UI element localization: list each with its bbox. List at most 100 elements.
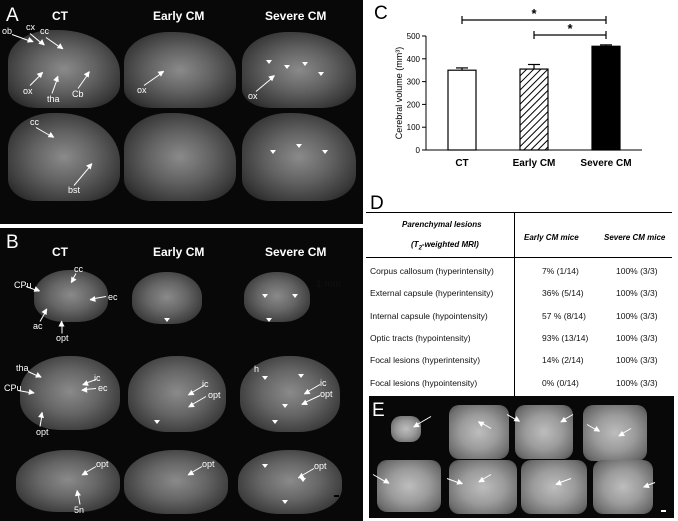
mri-coronal-early-3: [124, 450, 228, 514]
header-lesions: Parenchymal lesions: [402, 220, 482, 229]
y-tick-label: 400: [407, 55, 421, 64]
mri-coronal-severe-3: [238, 450, 342, 514]
significance-label: *: [531, 6, 537, 21]
x-tick-label: Severe CM: [580, 158, 631, 169]
chart-axes: 0 100 200 300 400 500 CT Early CM Severe CM: [407, 32, 642, 169]
label-ic: ic: [94, 373, 101, 383]
bar: [591, 45, 621, 151]
lesion-marker: [266, 60, 272, 64]
label-5n: 5n: [74, 505, 85, 515]
lesion-marker: [262, 464, 268, 468]
table-row: Optic tracts (hypointensity) 93% (13/14) 1…: [366, 333, 672, 355]
mri-sagittal-early-2: [124, 113, 236, 201]
header-severe: Severe CM mice: [604, 233, 666, 242]
header-mri-pre: (T: [411, 240, 419, 249]
scale-bar-label: 1 mm: [316, 279, 341, 290]
mri-coronal-ct-2: [20, 356, 120, 430]
lesion-marker: [318, 72, 324, 76]
panel-e-label: E: [372, 400, 385, 421]
panel-b-label: B: [6, 232, 19, 253]
bar: [447, 69, 477, 151]
y-tick-label: 0: [416, 146, 421, 155]
early-cell: 36% (5/14): [542, 288, 584, 299]
label-opt-4: opt: [320, 389, 333, 399]
lesions-table-wrap: Parenchymal lesions (T2-weighted MRI) Ea…: [366, 212, 672, 396]
mri-e-5: [377, 460, 441, 512]
lesion-marker: [282, 404, 288, 408]
lesion-marker: [284, 65, 290, 69]
y-tick-label: 300: [407, 78, 421, 87]
y-tick-label: 500: [407, 32, 421, 41]
mri-e-4: [583, 405, 647, 461]
lesion-marker: [164, 318, 170, 322]
label-opt-6: opt: [202, 459, 215, 469]
panel-a-header-ct: CT: [52, 9, 68, 23]
scale-bar-e: [661, 510, 666, 512]
mri-coronal-severe-1: [244, 272, 310, 322]
label-cc-a1: cc: [40, 26, 49, 36]
label-opt-7: opt: [314, 461, 327, 471]
scale-bar: [334, 495, 339, 497]
bar: [519, 68, 549, 151]
mri-coronal-ct-3: [16, 450, 120, 512]
early-cell: 7% (1/14): [542, 266, 579, 276]
lesion-marker: [322, 150, 328, 154]
mri-sagittal-early-1: [124, 32, 236, 108]
panel-d-label: D: [370, 193, 384, 214]
lesion-cell: External capsule (hyperintensity): [370, 288, 494, 299]
header-early: Early CM mice: [524, 233, 579, 242]
panel-a-figure: A CT Early CM Severe CM ob cx cc ox tha …: [0, 0, 363, 224]
early-cell: 93% (13/14): [542, 332, 589, 343]
panel-b-header-early: Early CM: [153, 245, 205, 259]
label-opt-2: opt: [36, 427, 49, 437]
header-mri: (T2-weighted MRI): [411, 240, 479, 252]
lesion-marker: [272, 420, 278, 424]
table-row: External capsule (hyperintensity) 36% (5/…: [366, 288, 672, 310]
mri-coronal-severe-2: [240, 356, 340, 432]
table-header-rule: [366, 257, 672, 258]
panel-a-label: A: [6, 5, 19, 26]
label-ec-2: ec: [98, 383, 108, 393]
lesion-marker: [262, 376, 268, 380]
mri-e-6: [449, 460, 517, 514]
chart-bars: [447, 44, 621, 151]
table-col-divider: [514, 213, 515, 396]
label-cpu: CPu: [14, 280, 32, 290]
label-ox-a1: ox: [23, 86, 33, 96]
table-top-rule: [366, 212, 672, 213]
mri-coronal-early-2: [128, 356, 226, 432]
header-mri-post: -weighted MRI): [421, 240, 479, 249]
panel-a-header-early: Early CM: [153, 9, 205, 23]
y-tick-label: 200: [407, 100, 421, 109]
label-h: h: [254, 364, 260, 374]
label-bst: bst: [68, 185, 81, 195]
label-ic-3: ic: [320, 378, 327, 388]
x-tick-label: CT: [455, 158, 468, 169]
label-ob: ob: [2, 26, 13, 36]
lesion-cell: Optic tracts (hypointensity): [370, 332, 471, 343]
label-ac: ac: [33, 321, 43, 331]
mri-sagittal-ct-1: [8, 30, 120, 108]
table-row: Internal capsule (hypointensity) 57 % (8/…: [366, 311, 672, 333]
y-tick-label: 100: [407, 123, 421, 132]
label-cx: cx: [26, 22, 35, 32]
label-cb: Cb: [72, 89, 84, 99]
lesion-marker: [262, 294, 268, 298]
mri-e-3: [515, 405, 573, 459]
arrow: [61, 321, 63, 334]
severe-cell: 100% (3/3): [616, 310, 658, 321]
label-cc-a2: cc: [30, 117, 39, 127]
label-opt: opt: [56, 333, 69, 343]
severe-cell: 100% (3/3): [616, 377, 658, 388]
label-ec: ec: [108, 292, 118, 302]
label-tha-b: tha: [16, 363, 29, 373]
label-ox-a3: ox: [248, 91, 258, 101]
lesion-marker: [270, 150, 276, 154]
mri-sagittal-severe-2: [242, 113, 356, 201]
table-row: Focal lesions (hypointensity) 0% (0/14) 10…: [366, 378, 672, 400]
label-ox-a2: ox: [137, 85, 147, 95]
severe-cell: 100% (3/3): [616, 332, 658, 343]
mri-e-2: [449, 405, 509, 459]
lesion-marker: [266, 318, 272, 322]
mri-sagittal-severe-1: [242, 32, 356, 108]
